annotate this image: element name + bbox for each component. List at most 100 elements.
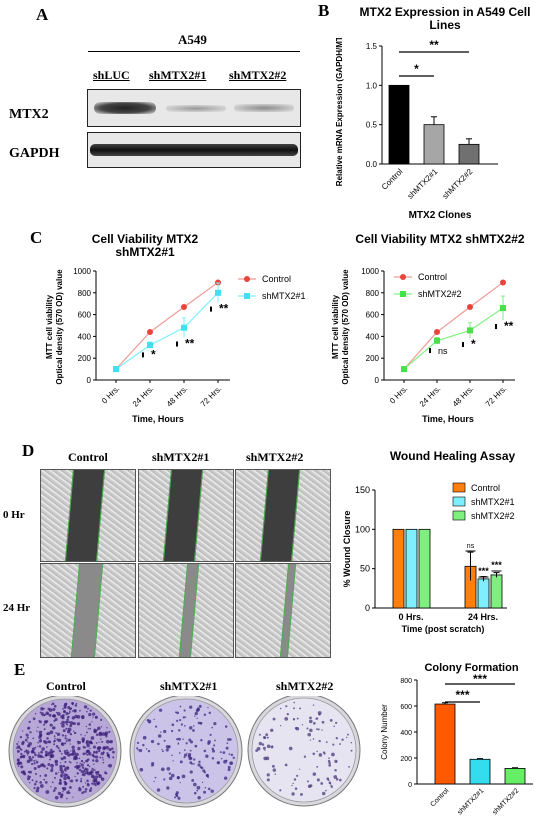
colony-dot — [53, 719, 56, 722]
colony-dot — [156, 788, 161, 792]
colony-dot — [176, 719, 179, 722]
colony-dot — [97, 726, 101, 731]
colony-dot — [266, 736, 269, 739]
colony-dot — [106, 727, 108, 729]
colony-dot — [292, 718, 296, 721]
colony-dot — [95, 750, 98, 753]
colony-dot — [306, 727, 309, 730]
colony-dot — [88, 740, 93, 744]
colony-dot — [59, 773, 64, 778]
colony-dot — [77, 746, 81, 751]
blot-gapdh — [87, 132, 301, 168]
colony-dot — [258, 733, 261, 736]
colony-dot — [177, 737, 181, 741]
chart-d-x-tick-label: 24 Hrs. — [468, 612, 498, 622]
chart-c1-legend-marker — [244, 276, 250, 282]
colony-dot — [104, 732, 108, 737]
colony-dot — [189, 749, 192, 752]
chart-c2-ylabel-part: MTT cell viability — [331, 294, 340, 359]
colony-dot — [45, 746, 48, 748]
colony-dot — [17, 741, 20, 743]
colony-dot — [54, 772, 58, 775]
colony-dot — [60, 722, 62, 725]
colony-dot — [31, 747, 36, 751]
colony-dot — [47, 740, 50, 744]
colony-dot — [71, 749, 76, 753]
colony-dot — [43, 713, 46, 717]
colony-dot — [82, 785, 85, 788]
colony-dot — [31, 756, 35, 759]
colony-dot — [196, 707, 200, 711]
colony-dot — [68, 786, 72, 789]
wound-col-sh2: shMTX2#2 — [246, 450, 304, 464]
colony-dot — [40, 738, 42, 741]
colony-dot — [64, 734, 67, 737]
colony-dot — [71, 752, 75, 756]
colony-dot — [62, 790, 64, 793]
chart-c1-point — [147, 342, 153, 349]
colony-dot — [44, 781, 48, 784]
chart-c1-series-line — [115, 281, 219, 370]
colony-dot — [223, 776, 228, 780]
chart-e-ylabel: Colony Number — [380, 704, 389, 760]
colony-dot — [197, 795, 201, 800]
colony-dot — [321, 791, 326, 796]
colony-dot — [137, 749, 139, 751]
colony-dot — [90, 736, 95, 740]
chart-c2-point — [401, 366, 407, 373]
chart-b-bar — [388, 84, 410, 165]
colony-dot — [266, 778, 270, 782]
colony-dot — [85, 759, 89, 763]
colony-dot — [35, 759, 37, 761]
colony-dot — [271, 764, 275, 768]
colony-dot — [95, 759, 99, 763]
chart-c1-ylabel-part: Optical density (570 OD) value — [55, 269, 64, 385]
colony-dot — [59, 762, 62, 764]
chart-b-sig-label: * — [414, 62, 419, 76]
chart-d-title: Wound Healing Assay — [389, 449, 516, 463]
cell-line-bracket — [88, 51, 300, 52]
colony-dot — [194, 713, 197, 715]
colony-dot — [24, 738, 28, 742]
colony-dot — [84, 790, 87, 793]
chart-e-y-tick-label: 800 — [400, 678, 412, 685]
colony-dot — [46, 737, 49, 740]
colony-dot — [318, 739, 321, 743]
colony-dot — [86, 743, 90, 748]
colony-dot — [225, 746, 229, 750]
colony-dot — [17, 761, 21, 765]
colony-dot — [71, 716, 76, 720]
colony-dot — [69, 721, 74, 725]
colony-dot — [105, 745, 109, 750]
colony-dot — [33, 751, 36, 754]
colony-dot — [40, 730, 43, 733]
colony-dot — [64, 760, 67, 764]
chart-c1-ylabel: MTT cell viabilityOptical density (570 O… — [45, 269, 64, 385]
colony-dot — [296, 774, 299, 777]
colony-dot — [39, 733, 43, 737]
colony-dot — [316, 765, 319, 768]
colony-dot — [89, 727, 92, 730]
colony-dot — [312, 704, 315, 706]
colony-dot — [70, 750, 72, 752]
chart-c1-sig-label: ** — [185, 336, 195, 350]
colony-dot — [80, 778, 83, 780]
colony-dot — [222, 751, 226, 755]
colony-dot — [199, 722, 202, 724]
band-mtx2-shluc — [94, 102, 156, 114]
colony-dot — [54, 760, 57, 763]
colony-dot — [329, 783, 332, 785]
chart-c2: 0 200 400 600 800 1000 0 Hrs. 24 Hrs. 48 Hrs. 72 … — [331, 267, 515, 424]
colony-dot — [293, 778, 297, 781]
colony-dot — [309, 739, 312, 741]
colony-dot — [44, 773, 48, 777]
colony-dot — [258, 741, 263, 746]
colony-dot — [66, 774, 69, 777]
colony-dot — [199, 766, 202, 769]
colony-dot — [213, 744, 216, 747]
colony-dot — [49, 748, 53, 752]
colony-dot — [52, 789, 56, 792]
band-gapdh — [90, 144, 298, 156]
colony-dot — [187, 754, 192, 758]
